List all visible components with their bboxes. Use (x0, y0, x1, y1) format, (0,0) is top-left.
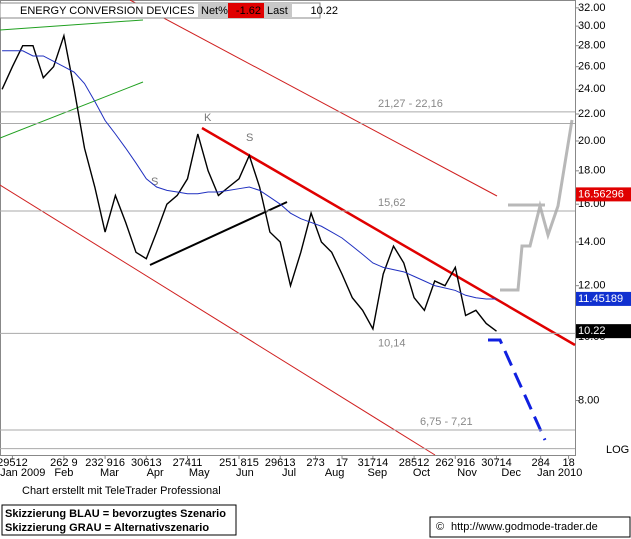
month-label: Dec (501, 467, 521, 479)
price-marker (576, 324, 631, 339)
level-label: 15,62 (378, 197, 406, 209)
y-tick-label: 22.00 (578, 108, 606, 120)
annotation: S (151, 176, 158, 188)
month-label: Jan 2009 (0, 467, 45, 479)
annotation: K (204, 112, 212, 124)
x-tick-label: 30613 (131, 457, 162, 469)
month-label: Aug (325, 467, 345, 479)
price-marker-label: 16.56296 (578, 188, 624, 200)
price-marker (576, 187, 631, 202)
x-tick-label: 262 9 (50, 457, 78, 469)
x-tick-label: 262 916 (435, 457, 475, 469)
legend-box (1, 504, 237, 536)
x-tick-label: 251 815 (219, 457, 259, 469)
month-label: Jul (282, 467, 296, 479)
net-label-box (198, 3, 228, 18)
y-tick-label: 18.00 (578, 165, 606, 177)
y-tick-label: 20.00 (578, 135, 606, 147)
x-tick-label: 31714 (358, 457, 389, 469)
x-tick-label: 29512 (0, 457, 28, 469)
legend-line: Skizzierung GRAU = Alternativszenario (5, 522, 209, 534)
price-marker-label: 10.22 (578, 325, 606, 337)
net-value: -1.62 (236, 5, 261, 17)
y-tick-label: 14.00 (578, 236, 606, 248)
trend-line (0, 19, 144, 31)
month-label: Apr (147, 467, 164, 479)
month-label: Mar (100, 467, 119, 479)
scale-label: LOG (606, 444, 629, 456)
channel-line (0, 184, 436, 456)
trend-line (0, 81, 144, 139)
y-tick-label: 8.00 (578, 394, 599, 406)
annotation: S (246, 132, 253, 144)
drawings (0, 0, 576, 456)
x-tick-label: 284 (531, 457, 549, 469)
month-label: Jun (236, 467, 254, 479)
x-tick-label: 28512 (399, 457, 430, 469)
url: http://www.godmode-trader.de (451, 521, 598, 533)
net-label: Net% (201, 5, 228, 17)
x-tick-label: 18 (562, 457, 574, 469)
y-tick-label: 32.00 (578, 2, 606, 14)
x-tick-label: 27411 (173, 457, 203, 469)
level-label: 21,27 - 22,16 (378, 98, 443, 110)
last-label: Last (267, 5, 288, 17)
legend-line: Skizzierung BLAU = bevorzugtes Szenario (5, 508, 226, 520)
x-tick-label: 30714 (481, 457, 512, 469)
header: ENERGY CONVERSION DEVICES INC Net% -1.62… (0, 2, 338, 19)
month-label: Nov (457, 467, 477, 479)
price-marker-label: 11.45189 (578, 293, 623, 305)
y-tick-label: 30.00 (578, 20, 606, 32)
last-label-box (264, 3, 292, 18)
y-tick-label: 26.00 (578, 61, 606, 73)
y-tick-label: 12.00 (578, 280, 606, 292)
series-line (1, 32, 497, 332)
level-label: 6,75 - 7,21 (420, 416, 473, 428)
price-marker (576, 291, 631, 306)
trend-line (149, 201, 288, 266)
x-tick-label: 273 (306, 457, 324, 469)
channel-line (129, 0, 498, 197)
x-tick-label: 232 916 (85, 457, 125, 469)
month-label: Oct (413, 467, 430, 479)
x-tick-label: 29613 (265, 457, 296, 469)
main-scenario (488, 338, 547, 441)
month-label: Sep (368, 467, 388, 479)
level-label: 10,14 (378, 337, 406, 349)
x-tick-label: 17 (336, 457, 348, 469)
y-tick-label: 28.00 (578, 40, 606, 52)
y-tick-label: 24.00 (578, 83, 606, 95)
url-box (429, 516, 631, 538)
month-label: May (189, 467, 210, 479)
series-line (2, 50, 497, 300)
resistance-line (201, 126, 576, 347)
title: ENERGY CONVERSION DEVICES INC (20, 5, 217, 17)
plot-frame (0, 0, 576, 456)
month-label: Jan 2010 (537, 467, 582, 479)
last-value: 10.22 (310, 5, 338, 17)
net-value-box (228, 3, 264, 18)
month-label: Feb (54, 467, 73, 479)
credit: Chart erstellt mit TeleTrader Profession… (22, 485, 221, 497)
url-icon: © (436, 521, 444, 533)
